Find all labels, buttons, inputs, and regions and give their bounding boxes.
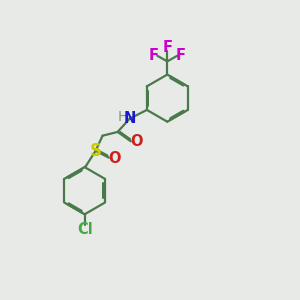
Text: F: F	[148, 48, 158, 63]
Text: N: N	[123, 111, 136, 126]
Text: F: F	[162, 40, 172, 55]
Text: S: S	[90, 142, 102, 160]
Text: O: O	[108, 151, 120, 166]
Text: F: F	[176, 48, 186, 63]
Text: O: O	[130, 134, 143, 149]
Text: Cl: Cl	[77, 222, 92, 237]
Text: H: H	[118, 110, 128, 124]
